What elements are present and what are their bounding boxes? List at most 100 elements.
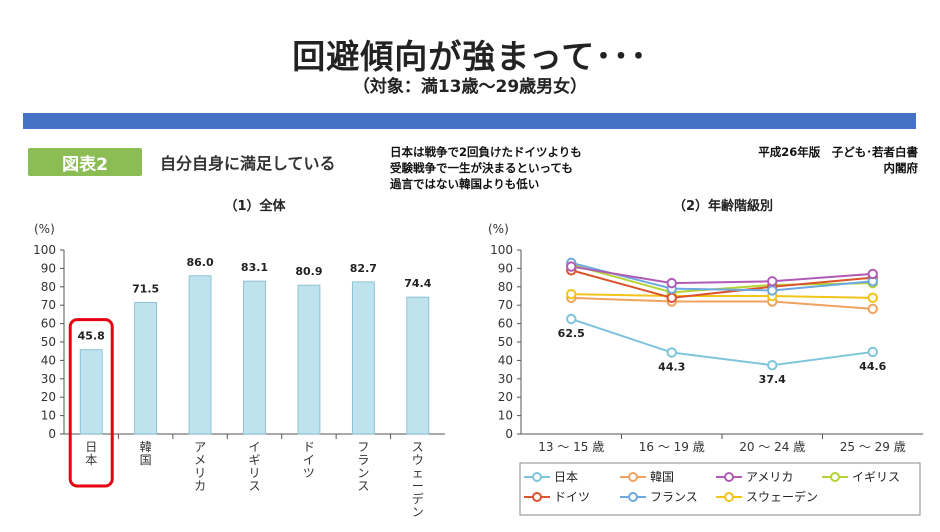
line-y-tick-label: 0 (505, 427, 513, 441)
series-point (666, 292, 677, 304)
bar-chart-subtitle: （1）全体 (224, 198, 286, 214)
line-value-label: 62.5 (558, 327, 585, 340)
series-point (566, 313, 577, 325)
bar-y-tick-label: 0 (48, 427, 56, 441)
bar (243, 280, 266, 435)
source-credit: 平成26年版 子ども･若者白書 内閣府 (758, 144, 918, 176)
line-category-label: 25 ～ 29 歳 (840, 440, 906, 454)
series-point (767, 359, 778, 371)
bar-y-tick-label: 70 (41, 298, 56, 312)
series-point (867, 268, 878, 280)
bar-category-label: 日本 (85, 440, 97, 467)
legend-label: 韓国 (650, 470, 674, 484)
bar-category-label: フランス (357, 440, 369, 493)
series-point (566, 288, 577, 300)
series-point (767, 285, 778, 296)
legend-swatch-marker (532, 492, 542, 502)
bar-value-label: 71.5 (132, 282, 159, 295)
series-line-2 (571, 265, 873, 285)
series-point (666, 347, 677, 358)
source-line: 平成26年版 子ども･若者白書 (758, 145, 918, 159)
legend-swatch-marker (724, 492, 734, 502)
bar (79, 349, 103, 435)
source-line: 内閣府 (883, 161, 919, 175)
line-y-tick-label: 20 (498, 390, 513, 404)
bar-y-tick-label: 100 (33, 243, 56, 257)
bar-y-tick-label: 60 (41, 317, 56, 331)
bar (297, 284, 321, 435)
highlight-box (68, 318, 114, 488)
line-value-label: 37.4 (759, 373, 786, 386)
series-point (867, 292, 878, 304)
legend-swatch-marker (830, 472, 840, 482)
bar-value-label: 86.0 (187, 256, 214, 269)
bar-category-label: アメリカ (194, 440, 206, 493)
line-category-label: 13 ～ 15 歳 (538, 440, 604, 454)
legend-label: 日本 (554, 470, 578, 484)
legend-box (519, 462, 921, 516)
bar-y-tick-label: 10 (41, 409, 56, 423)
divider-band (23, 113, 916, 129)
bar (351, 281, 375, 435)
legend-label: フランス (650, 490, 698, 504)
line-value-label: 44.3 (658, 360, 685, 373)
bar-value-label: 80.9 (295, 265, 322, 278)
bar-value-label: 74.4 (404, 277, 431, 290)
page-subtitle: （対象：満13歳～29歳男女） (352, 77, 588, 97)
figure-badge: 図表2 (28, 148, 142, 176)
series-line-3 (570, 263, 873, 294)
series-point (566, 261, 577, 272)
series-line-6 (571, 293, 873, 299)
legend-label: アメリカ (746, 470, 793, 484)
note-line: 過言ではない韓国よりも低い (390, 177, 540, 191)
series-point (767, 276, 778, 287)
bar-y-tick-label: 50 (41, 335, 56, 349)
bar-category-label: ドイツ (303, 440, 315, 480)
line-y-tick-label: 10 (498, 409, 513, 423)
line-value-label: 44.6 (859, 360, 886, 373)
bar-y-unit: (%) (34, 222, 55, 236)
bar-y-tick-label: 30 (41, 372, 56, 386)
note-line: 日本は戦争で2回負けたドイツよりも (390, 145, 582, 159)
line-y-unit: (%) (488, 222, 509, 236)
bar-category-label: イギリス (248, 440, 260, 493)
legend-swatch-marker (532, 472, 542, 482)
annotation-note: 日本は戦争で2回負けたドイツよりも 受験戦争で一生が決まるといっても 過言ではな… (390, 144, 582, 192)
bar-y-tick-label: 80 (41, 280, 56, 294)
series-point (666, 277, 677, 289)
bar-value-label: 82.7 (350, 262, 377, 275)
legend-swatch-marker (628, 472, 638, 482)
line-chart-subtitle: （2）年齢階級別 (673, 198, 773, 214)
line-y-tick-label: 70 (498, 298, 513, 312)
legend-label: イギリス (852, 470, 900, 484)
line-category-label: 20 ～ 24 歳 (739, 440, 805, 454)
legend-label: スウェーデン (746, 489, 818, 504)
line-y-tick-label: 40 (498, 353, 513, 367)
bar (188, 275, 212, 435)
series-point (867, 303, 878, 315)
legend-swatch-marker (628, 492, 638, 502)
legend-swatch-marker (724, 472, 734, 482)
bar-y-tick-label: 40 (41, 353, 56, 367)
series-line-4 (570, 269, 873, 299)
line-y-tick-label: 80 (498, 280, 513, 294)
bar (134, 302, 158, 435)
bar-y-tick-label: 90 (41, 261, 56, 275)
legend-label: ドイツ (554, 490, 590, 504)
note-line: 受験戦争で一生が決まるといっても (390, 161, 573, 175)
series-line-1 (571, 296, 873, 310)
series-point (867, 346, 878, 358)
bar-value-label: 83.1 (241, 261, 268, 274)
bar (406, 296, 430, 435)
line-category-label: 16 ～ 19 歳 (639, 440, 705, 454)
bar-category-label: 韓国 (140, 440, 152, 467)
line-y-tick-label: 30 (498, 372, 513, 386)
line-y-tick-label: 50 (498, 335, 513, 349)
bar-y-tick-label: 20 (41, 390, 56, 404)
figure-caption: 自分自身に満足している (160, 154, 336, 173)
series-line-0 (570, 318, 873, 367)
bar-value-label: 45.8 (78, 330, 105, 343)
line-y-tick-label: 100 (490, 243, 513, 257)
bar-category-label: スウェーデン (412, 440, 424, 519)
